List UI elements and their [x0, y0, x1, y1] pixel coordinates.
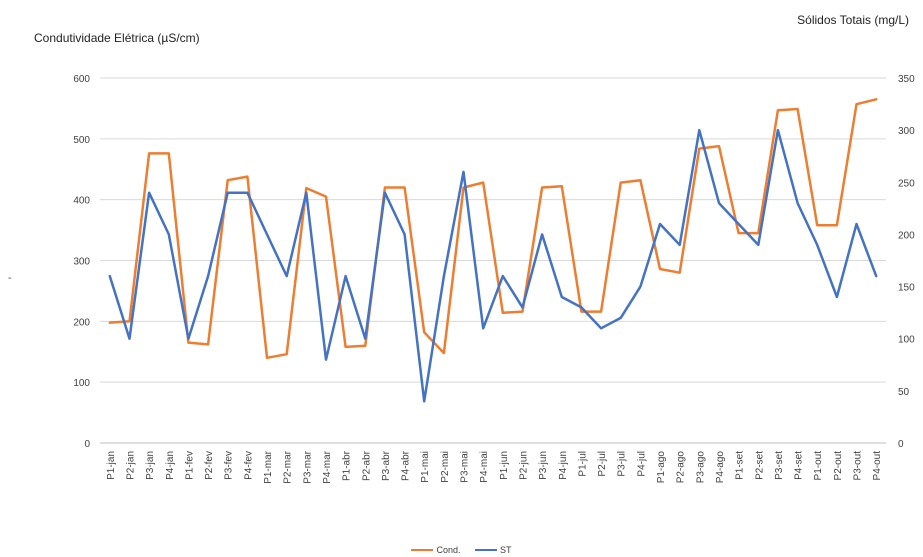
x-tick-label: P3-jan — [145, 451, 156, 480]
legend: Cond. ST — [0, 543, 923, 555]
right-tick-label: 250 — [898, 178, 915, 189]
x-tick-label: P2-ago — [676, 451, 687, 484]
left-tick-label: 600 — [73, 74, 90, 85]
left-tick-label: 100 — [73, 378, 90, 389]
legend-swatch-st — [475, 549, 498, 551]
legend-label-cond: Cond. — [436, 545, 461, 555]
x-tick-label: P4-fev — [243, 451, 254, 480]
right-tick-label: 50 — [898, 387, 910, 398]
stray-mark: - — [8, 272, 12, 284]
x-tick-label: P2-fev — [204, 451, 215, 480]
x-tick-label: P1-ago — [656, 451, 667, 484]
x-tick-label: P3-jul — [617, 451, 628, 477]
x-tick-label: P3-mar — [302, 450, 313, 483]
x-tick-label: P2-jan — [125, 451, 136, 480]
x-tick-label: P2-mai — [440, 451, 451, 483]
x-tick-label: P3-abr — [381, 450, 392, 481]
x-tick-label: P2-mar — [283, 450, 294, 483]
left-tick-label: 200 — [73, 317, 90, 328]
left-axis-ticks: 0 100 200 300 400 500 600 — [73, 74, 90, 450]
x-tick-label: P4-jul — [636, 451, 647, 477]
left-tick-label: 500 — [73, 135, 90, 146]
x-tick-label: P1-jun — [499, 451, 510, 480]
x-tick-label: P2-set — [754, 451, 765, 480]
x-tick-label: P1-set — [735, 451, 746, 480]
right-tick-label: 100 — [898, 335, 915, 346]
right-tick-label: 300 — [898, 126, 915, 137]
x-axis-ticks: P1-jan P2-jan P3-jan P4-jan P1-fev P2-fev P3-f… — [106, 450, 883, 483]
x-tick-label: P3-mai — [460, 451, 471, 483]
x-tick-label: P1-mai — [420, 451, 431, 483]
x-tick-label: P1-out — [813, 451, 824, 481]
right-tick-label: 200 — [898, 230, 915, 241]
x-tick-label: P3-fev — [224, 451, 235, 480]
gridlines — [100, 77, 886, 444]
right-tick-label: 0 — [898, 439, 904, 450]
legend-item-cond: Cond. — [411, 545, 461, 555]
x-tick-label: P4-out — [872, 451, 883, 481]
x-tick-label: P3-set — [774, 451, 785, 480]
x-tick-label: P4-jun — [558, 451, 569, 480]
x-tick-label: P1-mar — [263, 450, 274, 483]
x-tick-label: P4-abr — [401, 450, 412, 481]
right-tick-label: 350 — [898, 74, 915, 85]
legend-label-st: ST — [500, 545, 512, 555]
x-tick-label: P4-mar — [322, 450, 333, 483]
x-tick-label: P2-out — [833, 451, 844, 481]
x-tick-label: P1-abr — [342, 450, 353, 481]
x-tick-label: P3-out — [853, 451, 864, 481]
x-tick-label: P1-jan — [106, 451, 117, 480]
left-axis-title: Condutividade Elétrica (µS/cm) — [34, 31, 200, 45]
x-tick-label: P1-jul — [577, 451, 588, 477]
series-lines — [108, 98, 878, 403]
x-tick-label: P4-ago — [715, 451, 726, 484]
left-tick-label: 300 — [73, 257, 90, 268]
x-tick-label: P4-jan — [165, 451, 176, 480]
x-tick-label: P4-mai — [479, 451, 490, 483]
left-tick-label: 400 — [73, 196, 90, 207]
right-axis-ticks: 0 50 100 150 200 250 300 350 — [898, 74, 915, 450]
x-tick-label: P3-ago — [695, 451, 706, 484]
left-tick-label: 0 — [84, 439, 90, 450]
x-tick-label: P2-jun — [518, 451, 529, 480]
right-tick-label: 150 — [898, 283, 915, 294]
x-tick-label: P3-jun — [538, 451, 549, 480]
x-tick-label: P2-jul — [597, 451, 608, 477]
legend-swatch-cond — [411, 549, 434, 551]
x-tick-label: P1-fev — [184, 451, 195, 480]
x-tick-label: P2-abr — [361, 450, 372, 481]
x-tick-label: P4-set — [794, 451, 805, 480]
right-axis-title: Sólidos Totais (mg/L) — [797, 13, 909, 27]
series-line-st — [108, 128, 878, 403]
legend-item-st: ST — [475, 545, 512, 555]
